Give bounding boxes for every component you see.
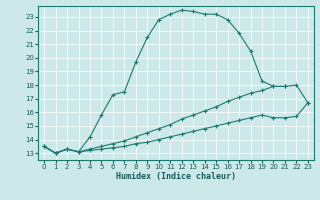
X-axis label: Humidex (Indice chaleur): Humidex (Indice chaleur): [116, 172, 236, 181]
